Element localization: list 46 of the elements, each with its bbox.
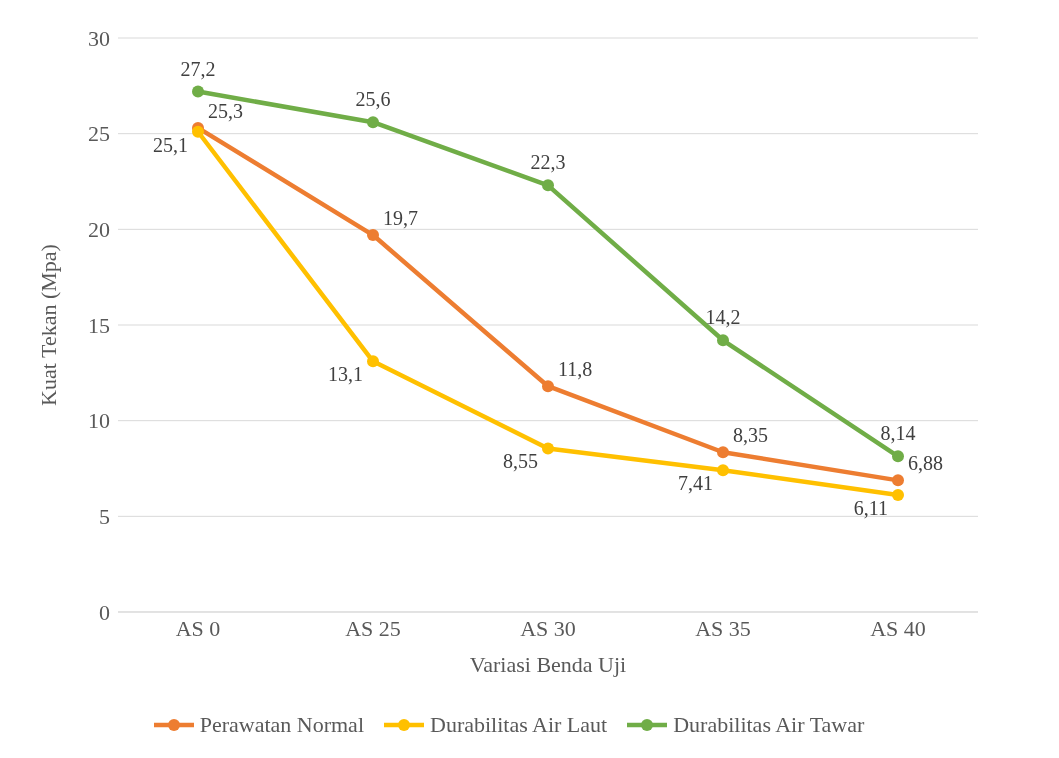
- point: [542, 380, 554, 393]
- point: [192, 125, 204, 138]
- point: [542, 442, 554, 455]
- y-tick-label: 5: [99, 504, 110, 530]
- data-label: 13,1: [328, 363, 363, 386]
- x-tick-label: AS 25: [345, 615, 401, 641]
- point: [717, 334, 729, 347]
- x-tick-label: AS 0: [175, 615, 221, 641]
- data-label: 27,2: [180, 57, 216, 80]
- y-tick-label: 20: [88, 217, 110, 243]
- y-tick-label: 30: [88, 25, 110, 51]
- data-label: 8,55: [503, 450, 538, 473]
- point: [892, 450, 904, 463]
- y-tick-label: 0: [99, 599, 110, 625]
- point: [367, 355, 379, 368]
- legend-label: Durabilitas Air Tawar: [672, 712, 865, 738]
- y-tick-label: 15: [88, 312, 110, 338]
- point: [367, 229, 379, 242]
- data-label: 22,3: [530, 151, 566, 174]
- x-axis-title: Variasi Benda Uji: [469, 652, 627, 677]
- x-tick-label: AS 40: [870, 615, 926, 641]
- data-label: 7,41: [678, 472, 713, 495]
- data-label: 8,35: [733, 424, 768, 447]
- data-label: 6,11: [853, 497, 888, 520]
- legend-label: Durabilitas Air Laut: [429, 712, 608, 738]
- point: [717, 446, 729, 459]
- legend-label: Perawatan Normal: [198, 712, 364, 738]
- y-tick-label: 10: [88, 408, 110, 434]
- data-label: 19,7: [383, 207, 418, 230]
- data-label: 25,1: [153, 133, 188, 156]
- data-label: 14,2: [705, 306, 741, 329]
- x-tick-label: AS 35: [695, 615, 751, 641]
- point: [542, 179, 554, 192]
- point: [192, 85, 204, 98]
- data-label: 11,8: [558, 358, 593, 381]
- x-tick-label: AS 30: [520, 615, 576, 641]
- point: [892, 489, 904, 502]
- data-label: 25,6: [355, 88, 391, 111]
- point: [892, 474, 904, 487]
- point: [717, 464, 729, 477]
- y-tick-label: 25: [88, 121, 110, 147]
- y-axis-title: Kuat Tekan (Mpa): [35, 244, 61, 406]
- point: [367, 116, 379, 129]
- data-label: 25,3: [208, 99, 243, 122]
- data-label: 8,14: [880, 422, 916, 445]
- data-label: 6,88: [908, 452, 943, 475]
